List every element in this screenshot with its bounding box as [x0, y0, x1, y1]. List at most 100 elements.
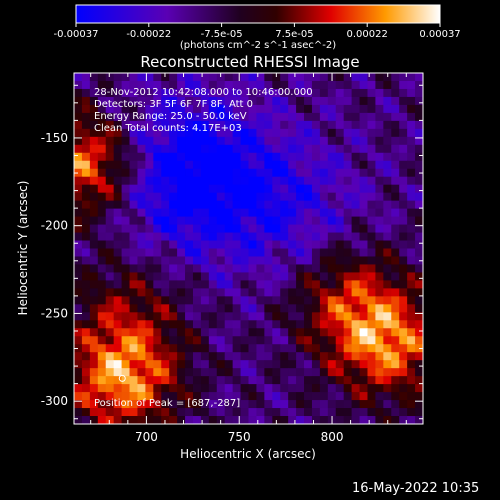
- heatmap-cell: [129, 336, 138, 345]
- heatmap-cell: [145, 152, 154, 162]
- heatmap-cell: [264, 360, 273, 369]
- heatmap-cell: [129, 280, 138, 289]
- heatmap-cell: [327, 280, 337, 289]
- heatmap-cell: [74, 352, 83, 361]
- heatmap-cell: [415, 352, 424, 361]
- heatmap-cell: [399, 224, 408, 233]
- heatmap-cell: [391, 80, 400, 90]
- heatmap-cell: [391, 360, 400, 369]
- heatmap-cell: [335, 256, 345, 265]
- heatmap-cell: [105, 200, 115, 210]
- heatmap-cell: [216, 152, 226, 162]
- heatmap-cell: [296, 200, 305, 210]
- heatmap-cell: [272, 256, 281, 265]
- heatmap-cell: [319, 280, 329, 289]
- heatmap-cell: [319, 336, 329, 345]
- heatmap-cell: [248, 232, 257, 241]
- heatmap-cell: [359, 416, 368, 425]
- heatmap-cell: [224, 288, 234, 297]
- heatmap-cell: [327, 144, 337, 154]
- heatmap-cell: [129, 312, 138, 321]
- heatmap-cell: [177, 360, 186, 369]
- heatmap-cell: [415, 104, 424, 114]
- heatmap-cell: [74, 280, 83, 289]
- heatmap-cell: [81, 216, 91, 225]
- colorbar-tick-label: 7.5e-05: [275, 29, 313, 40]
- heatmap-cell: [216, 304, 226, 313]
- heatmap-cell: [224, 344, 234, 353]
- heatmap-cell: [311, 336, 321, 345]
- heatmap-cell: [153, 392, 162, 401]
- heatmap-cell: [319, 88, 329, 98]
- heatmap-cell: [145, 264, 154, 273]
- heatmap-cell: [224, 200, 234, 210]
- heatmap-cell: [232, 248, 241, 257]
- heatmap-cell: [185, 296, 194, 305]
- heatmap-cell: [327, 400, 337, 409]
- heatmap-cell: [113, 128, 122, 138]
- heatmap-cell: [407, 88, 416, 98]
- heatmap-cell: [224, 256, 234, 265]
- heatmap-cell: [288, 400, 297, 409]
- heatmap-cell: [256, 272, 265, 281]
- heatmap-cell: [161, 368, 170, 377]
- heatmap-cell: [343, 272, 353, 281]
- heatmap-cell: [81, 328, 91, 337]
- heatmap-cell: [89, 368, 99, 377]
- heatmap-cell: [343, 288, 353, 297]
- heatmap-cell: [343, 184, 353, 194]
- heatmap-cell: [311, 216, 321, 225]
- heatmap-cell: [335, 376, 345, 385]
- heatmap-cell: [391, 224, 400, 233]
- heatmap-cell: [208, 200, 218, 210]
- heatmap-cell: [177, 80, 186, 90]
- heatmap-cell: [343, 216, 353, 225]
- heatmap-cell: [129, 352, 138, 361]
- heatmap-cell: [415, 272, 424, 281]
- heatmap-cell: [232, 232, 241, 241]
- heatmap-cell: [399, 256, 408, 265]
- heatmap-cell: [208, 240, 218, 249]
- heatmap-cell: [383, 104, 392, 114]
- heatmap-cell: [391, 120, 400, 130]
- heatmap-cell: [185, 336, 194, 345]
- heatmap-cell: [200, 384, 210, 393]
- heatmap-cell: [208, 160, 218, 170]
- heatmap-cell: [185, 200, 194, 210]
- heatmap-cell: [89, 136, 99, 146]
- heatmap-cell: [177, 144, 186, 154]
- heatmap-cell: [89, 392, 99, 401]
- heatmap-cell: [145, 112, 154, 122]
- heatmap-cell: [97, 328, 107, 337]
- heatmap-cell: [415, 120, 424, 130]
- heatmap-cell: [359, 176, 368, 186]
- heatmap-cell: [208, 192, 218, 202]
- heatmap-cell: [224, 416, 234, 425]
- heatmap-cell: [177, 392, 186, 401]
- heatmap-cell: [177, 73, 186, 82]
- heatmap-cell: [208, 232, 218, 241]
- x-tick-label: 800: [321, 430, 344, 444]
- heatmap-cell: [319, 80, 329, 90]
- heatmap-cell: [89, 224, 99, 233]
- heatmap-cell: [304, 200, 313, 210]
- heatmap-cell: [121, 248, 130, 257]
- heatmap-cell: [185, 96, 194, 106]
- heatmap-cell: [192, 128, 202, 138]
- heatmap-cell: [399, 184, 408, 194]
- heatmap-cell: [240, 384, 249, 393]
- heatmap-cell: [145, 304, 154, 313]
- heatmap-cell: [399, 264, 408, 273]
- heatmap-cell: [248, 152, 257, 162]
- heatmap-cell: [351, 416, 360, 425]
- heatmap-cell: [169, 328, 178, 337]
- heatmap-cell: [351, 368, 360, 377]
- heatmap-cell: [145, 144, 154, 154]
- heatmap-cell: [240, 136, 249, 146]
- heatmap-cell: [74, 96, 83, 106]
- heatmap-cell: [311, 160, 321, 170]
- heatmap-cell: [177, 304, 186, 313]
- heatmap-cell: [359, 208, 368, 217]
- y-tick-label: -300: [41, 394, 68, 408]
- heatmap-cell: [153, 336, 162, 345]
